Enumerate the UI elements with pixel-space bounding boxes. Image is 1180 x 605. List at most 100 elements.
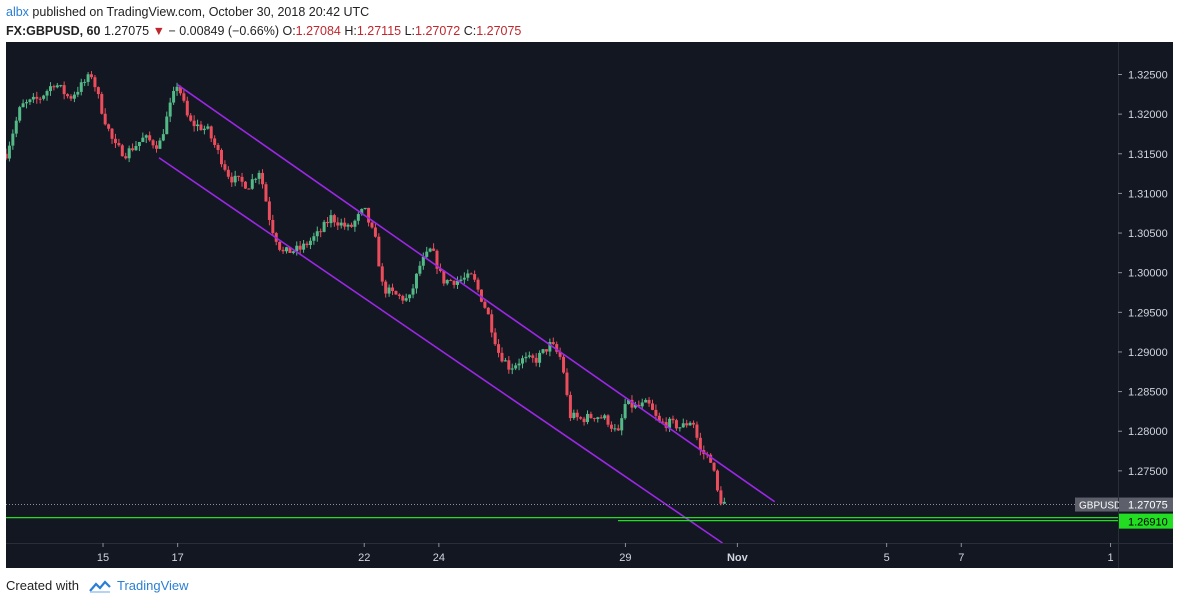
candle-body [199, 124, 203, 131]
candle-body [346, 224, 350, 227]
candle-body [397, 294, 401, 296]
candle-body [585, 413, 589, 423]
candle-body [500, 352, 504, 362]
candle-body [113, 138, 117, 144]
footer: Created with TradingView [6, 578, 189, 593]
candle-body [267, 201, 271, 220]
chart-area[interactable]: 1.32500 1.32000 1.31500 1.31000 1.30500 1.300… [4, 42, 1173, 568]
time-axis[interactable]: 15 17 22 24 29 Nov 5 7 1 [6, 543, 1173, 564]
candle-body [48, 86, 52, 92]
candle-body [144, 135, 148, 138]
candle-body [243, 181, 247, 189]
candle-body [435, 250, 439, 269]
candle-body [93, 77, 97, 88]
candle-body [66, 94, 70, 97]
publish-line: albx published on TradingView.com, Octob… [6, 3, 521, 22]
candle-body [541, 349, 545, 353]
candle-body [363, 207, 367, 209]
candle-body [438, 268, 442, 271]
candle-body [209, 126, 213, 139]
candle-body [213, 138, 217, 145]
candle-body [79, 82, 83, 92]
candle-body [281, 249, 285, 252]
candle-body [654, 409, 658, 416]
low-value: 1.27072 [415, 24, 461, 38]
drawings-layer [6, 84, 1118, 544]
tradingview-link[interactable]: TradingView [116, 578, 189, 593]
candle-body [538, 352, 542, 363]
candle-body [356, 214, 360, 221]
candle-body [278, 241, 282, 250]
candle-body [182, 93, 186, 101]
candle-body [380, 266, 384, 282]
support-tag-bg [1119, 513, 1173, 529]
channel-lower-line[interactable] [158, 157, 723, 544]
candle-body [322, 221, 326, 232]
candle-body [178, 86, 182, 94]
symbol-price-tag[interactable]: GBPUSD 1.27075 [1075, 497, 1173, 512]
candle-body [692, 422, 696, 425]
candle-body [69, 96, 73, 99]
high-value: 1.27115 [356, 24, 402, 38]
ohlc-line: FX:GBPUSD, 60 1.27075 ▼ − 0.00849 (−0.66… [6, 22, 521, 41]
candle-body [45, 91, 49, 96]
candle-body [83, 81, 87, 83]
candle-body [254, 178, 258, 180]
created-with-text: Created with [6, 578, 79, 593]
candle-body [127, 148, 131, 159]
open-label: O: [282, 24, 296, 38]
candle-body [674, 420, 678, 429]
price-tick-label: 1.30000 [1128, 268, 1168, 280]
price-chart[interactable]: 1.32500 1.32000 1.31500 1.31000 1.30500 1.300… [4, 42, 1173, 568]
candle-body [709, 454, 713, 463]
time-tick-label: 5 [884, 552, 890, 564]
candle-body [620, 418, 624, 431]
candle-body [233, 175, 237, 183]
candle-body [722, 501, 726, 504]
candle-body [172, 90, 176, 103]
candle-body [206, 126, 210, 129]
price-axis[interactable]: 1.32500 1.32000 1.31500 1.31000 1.30500 1.300… [1075, 42, 1173, 568]
candle-body [343, 222, 347, 227]
candle-body [202, 128, 206, 131]
publish-info: published on TradingView.com, October 30… [32, 5, 370, 19]
candle-body [623, 404, 627, 419]
high-label: H: [344, 24, 357, 38]
candle-body [161, 134, 165, 141]
candle-body [168, 102, 172, 117]
candle-body [627, 399, 631, 405]
candle-body [391, 287, 395, 292]
candle-body [603, 415, 607, 419]
candle-body [442, 270, 446, 284]
candle-body [291, 251, 295, 253]
symbol-tag-label: GBPUSD [1079, 501, 1121, 512]
price-tick-label: 1.31500 [1128, 149, 1168, 161]
candle-body [527, 355, 531, 357]
candle-body [715, 470, 719, 491]
author-link[interactable]: albx [6, 5, 29, 19]
candle-body [76, 91, 80, 95]
candle-body [4, 153, 8, 159]
candle-body [196, 124, 200, 127]
candle-body [568, 394, 572, 419]
candle-body [606, 415, 610, 425]
candle-body [616, 428, 620, 431]
channel-upper-line[interactable] [177, 84, 776, 503]
candle-body [719, 490, 723, 504]
candle-body [86, 74, 90, 82]
candle-body [100, 94, 104, 114]
candle-body [565, 372, 569, 395]
support-price-tag[interactable]: 1.26910 [1119, 513, 1173, 529]
candle-body [418, 265, 422, 274]
price-tick-label: 1.28500 [1128, 387, 1168, 399]
price-tick-label: 1.32000 [1128, 109, 1168, 121]
candle-body [562, 356, 566, 373]
candle-body [490, 314, 494, 333]
time-tick-label: 24 [433, 552, 445, 564]
candle-body [370, 222, 374, 228]
candle-body [387, 287, 391, 294]
candle-body [664, 422, 668, 428]
candle-body [473, 274, 477, 280]
candle-body [35, 96, 39, 99]
candle-body [103, 113, 107, 125]
